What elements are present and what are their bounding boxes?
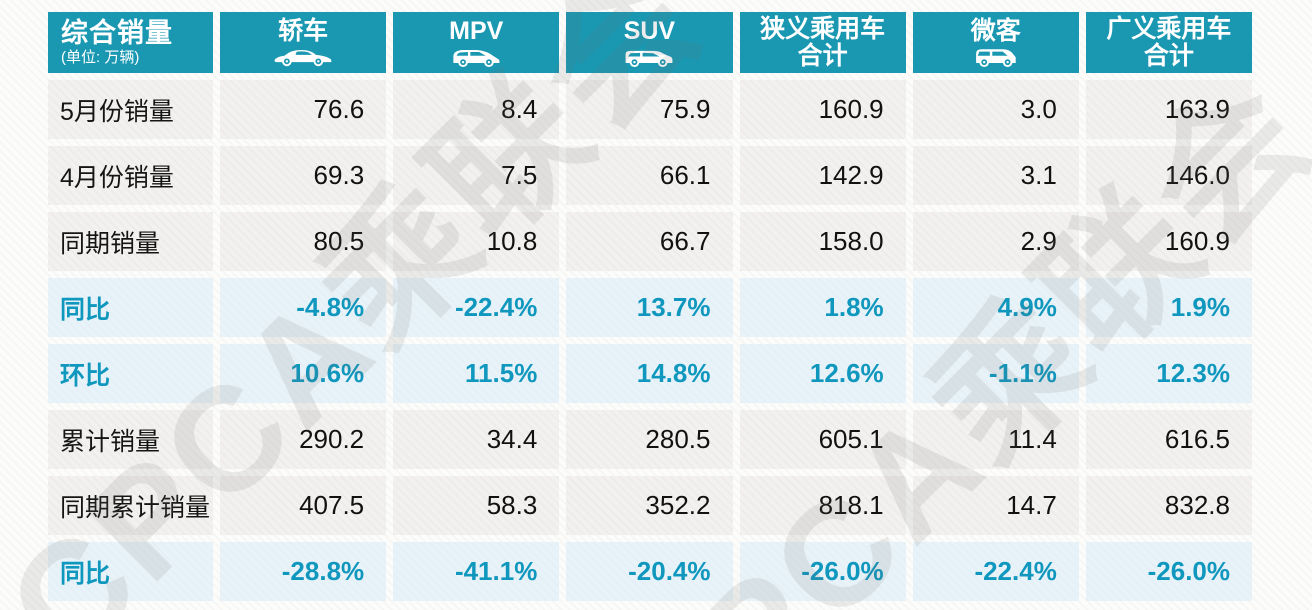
row-label-1: 4月份销量 [48,146,213,205]
table-cell-r4-c1: 10.6% [220,344,387,403]
row-label-3: 同比 [48,278,213,337]
row-label-7: 同比 [48,542,213,601]
row-label-0: 5月份销量 [48,80,213,139]
table-unit-label: (单位: 万辆) [61,49,140,67]
column-header-label: 微客 [970,16,1021,45]
column-header-label: 广义乘用车 合计 [1106,15,1232,70]
table-cell-r1-c2: 7.5 [393,146,560,205]
table-cell-r4-c2: 11.5% [393,344,560,403]
row-label-5: 累计销量 [48,410,213,469]
column-header-label: MPV [449,16,504,45]
table-cell-r7-c2: -41.1% [393,542,560,601]
table-cell-r0-c4: 160.9 [739,80,906,139]
column-header-1: 轿车 [220,12,387,73]
table-cell-r5-c4: 605.1 [739,410,906,469]
table-cell-r6-c4: 818.1 [739,476,906,535]
table-cell-r4-c4: 12.6% [739,344,906,403]
column-header-2: MPV [393,12,560,73]
table-cell-r1-c1: 69.3 [220,146,387,205]
table-cell-r0-c5: 3.0 [912,80,1079,139]
table-cell-r2-c6: 160.9 [1085,212,1252,271]
table-cell-r1-c4: 142.9 [739,146,906,205]
table-cell-r0-c2: 8.4 [393,80,560,139]
table-cell-r2-c2: 10.8 [393,212,560,271]
table-cell-r6-c6: 832.8 [1085,476,1252,535]
column-header-6: 广义乘用车 合计 [1085,12,1252,73]
table-cell-r5-c6: 616.5 [1085,410,1252,469]
table-cell-r6-c2: 58.3 [393,476,560,535]
table-cell-r3-c6: 1.9% [1085,278,1252,337]
table-cell-r1-c3: 66.1 [566,146,733,205]
table-cell-r3-c3: 13.7% [566,278,733,337]
table-cell-r3-c1: -4.8% [220,278,387,337]
table-cell-r6-c5: 14.7 [912,476,1079,535]
table-cell-r1-c6: 146.0 [1085,146,1252,205]
table-cell-r4-c6: 12.3% [1085,344,1252,403]
table-cell-r4-c5: -1.1% [912,344,1079,403]
table-cell-r0-c6: 163.9 [1085,80,1252,139]
mpv-car-icon [447,46,505,68]
column-header-4: 狭义乘用车 合计 [739,12,906,73]
table-cell-r7-c1: -28.8% [220,542,387,601]
table-cell-r6-c1: 407.5 [220,476,387,535]
column-header-5: 微客 [912,12,1079,73]
table-cell-r7-c3: -20.4% [566,542,733,601]
table-cell-r3-c2: -22.4% [393,278,560,337]
table-cell-r5-c2: 34.4 [393,410,560,469]
table-cell-r2-c1: 80.5 [220,212,387,271]
suv-car-icon [620,46,678,68]
table-cell-r6-c3: 352.2 [566,476,733,535]
column-header-label: SUV [623,16,676,45]
table-cell-r7-c4: -26.0% [739,542,906,601]
table-cell-r5-c3: 280.5 [566,410,733,469]
table-cell-r3-c5: 4.9% [912,278,1079,337]
table-cell-r7-c5: -22.4% [912,542,1079,601]
table-cell-r0-c3: 75.9 [566,80,733,139]
sedan-car-icon [272,46,334,67]
table-cell-r0-c1: 76.6 [220,80,387,139]
column-header-label: 狭义乘用车 合计 [760,15,886,70]
table-title: 综合销量 [61,17,173,48]
table-cell-r1-c5: 3.1 [912,146,1079,205]
row-label-2: 同期销量 [48,212,213,271]
row-label-4: 环比 [48,344,213,403]
table-cell-r2-c5: 2.9 [912,212,1079,271]
microvan-icon [968,46,1023,68]
table-cell-r4-c3: 14.8% [566,344,733,403]
column-header-3: SUV [566,12,733,73]
table-cell-r7-c6: -26.0% [1085,542,1252,601]
table-cell-r5-c1: 290.2 [220,410,387,469]
table-cell-r3-c4: 1.8% [739,278,906,337]
column-header-label: 轿车 [278,16,329,45]
table-title-cell: 综合销量 (单位: 万辆) [48,12,213,73]
sales-summary-table: 综合销量 (单位: 万辆) 轿车 MPV SUV 狭义乘用车 合计 微客 广义乘用车 合计… [48,12,1252,601]
table-cell-r2-c3: 66.7 [566,212,733,271]
table-cell-r2-c4: 158.0 [739,212,906,271]
table-cell-r5-c5: 11.4 [912,410,1079,469]
row-label-6: 同期累计销量 [48,476,213,535]
